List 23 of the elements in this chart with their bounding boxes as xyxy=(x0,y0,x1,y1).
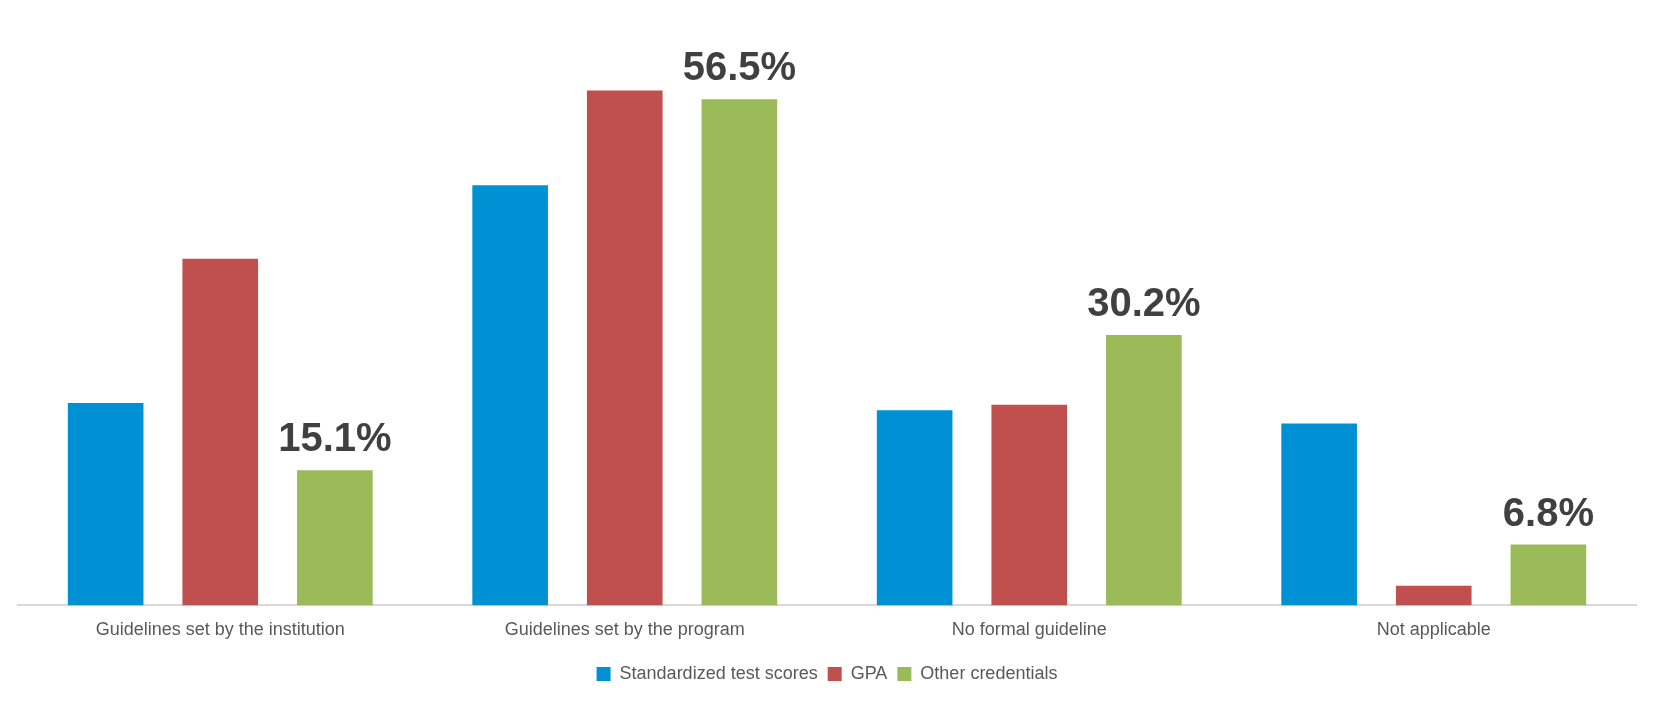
data-label: 15.1% xyxy=(278,415,392,460)
legend-label: Other credentials xyxy=(920,662,1058,683)
legend-label: Standardized test scores xyxy=(619,662,818,683)
bar xyxy=(1281,423,1357,606)
bar xyxy=(586,90,663,606)
bar xyxy=(1510,544,1587,606)
bar xyxy=(297,470,373,606)
data-label: 56.5% xyxy=(682,44,797,89)
x-tick-label: Not applicable xyxy=(1376,619,1491,640)
bar xyxy=(876,410,953,606)
bar xyxy=(1106,334,1182,606)
x-tick-label: No formal guideline xyxy=(951,619,1107,640)
bar xyxy=(67,402,144,606)
bar xyxy=(991,404,1068,606)
x-tick-label: Guidelines set by the program xyxy=(504,619,745,640)
bar xyxy=(182,258,259,606)
data-label: 6.8% xyxy=(1502,489,1594,534)
bar xyxy=(1395,585,1472,606)
bar xyxy=(701,99,778,606)
legend-label: GPA xyxy=(850,662,888,683)
bar xyxy=(472,185,548,606)
x-tick-label: Guidelines set by the institution xyxy=(95,619,345,640)
data-label: 30.2% xyxy=(1087,279,1201,324)
